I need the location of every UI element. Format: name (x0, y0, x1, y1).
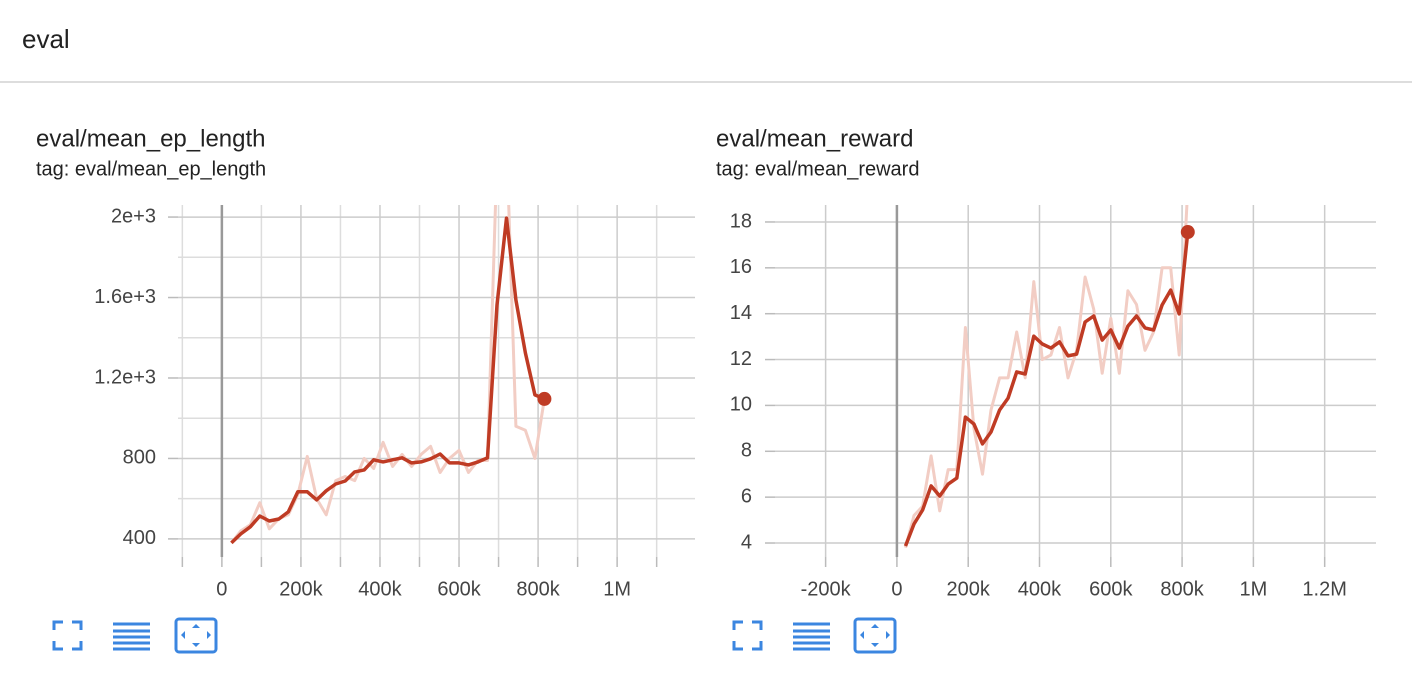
chart-subtitle: tag: eval/mean_ep_length (36, 158, 266, 180)
plot-area (230, 205, 546, 545)
chart: eval/mean_ep_length tag: eval/mean_ep_len… (36, 125, 695, 600)
x-tick-label: 1.2M (1302, 578, 1346, 600)
x-tick-label: 600k (1089, 578, 1133, 600)
y-tick-label: 10 (730, 394, 752, 416)
y-tick-label: 2e+3 (111, 205, 156, 227)
smoothed-line (903, 231, 1190, 547)
plot-area (903, 205, 1190, 548)
raw-line (230, 205, 546, 544)
x-tick-label: 1M (1239, 578, 1267, 600)
y-tick-label: 1.6e+3 (94, 286, 156, 308)
fit-domain-button[interactable] (174, 617, 218, 654)
x-tick-label: 0 (216, 578, 227, 600)
x-tick-label: 1M (603, 578, 631, 600)
chart-subtitle: tag: eval/mean_reward (716, 158, 919, 180)
x-tick-label: 0 (891, 578, 902, 600)
x-tick-label: 200k (947, 578, 991, 600)
x-tick-label: 800k (516, 578, 560, 600)
raw-line (904, 205, 1189, 548)
x-tick-label: 400k (1018, 578, 1062, 600)
toggle-log-button[interactable] (793, 622, 830, 651)
smoothed-line (230, 216, 546, 545)
x-tick-label: 800k (1160, 578, 1204, 600)
fit-domain-button[interactable] (853, 617, 897, 654)
y-tick-label: 400 (123, 527, 156, 549)
y-tick-label: 800 (123, 447, 156, 469)
x-tick-label: 600k (437, 578, 481, 600)
x-tick-label: 200k (279, 578, 323, 600)
chart: eval/mean_reward tag: eval/mean_reward 4 6 8… (716, 125, 1376, 600)
chart-tools (52, 617, 897, 654)
x-tick-label: -200k (801, 578, 852, 600)
y-tick-label: 8 (741, 440, 752, 462)
endpoint-marker (1180, 225, 1195, 240)
fullscreen-button[interactable] (52, 620, 83, 651)
section-title: eval (22, 24, 70, 54)
x-tick-label: 400k (358, 578, 402, 600)
y-tick-label: 14 (730, 302, 752, 324)
y-tick-label: 4 (741, 531, 752, 553)
fullscreen-button[interactable] (732, 620, 763, 651)
chart-title: eval/mean_reward (716, 125, 913, 152)
y-tick-label: 18 (730, 210, 752, 232)
y-tick-label: 1.2e+3 (94, 366, 156, 388)
chart-title: eval/mean_ep_length (36, 125, 266, 152)
y-tick-label: 16 (730, 256, 752, 278)
toggle-log-button[interactable] (113, 622, 150, 651)
y-tick-label: 12 (730, 348, 752, 370)
endpoint-marker (537, 391, 552, 406)
y-tick-label: 6 (741, 485, 752, 507)
